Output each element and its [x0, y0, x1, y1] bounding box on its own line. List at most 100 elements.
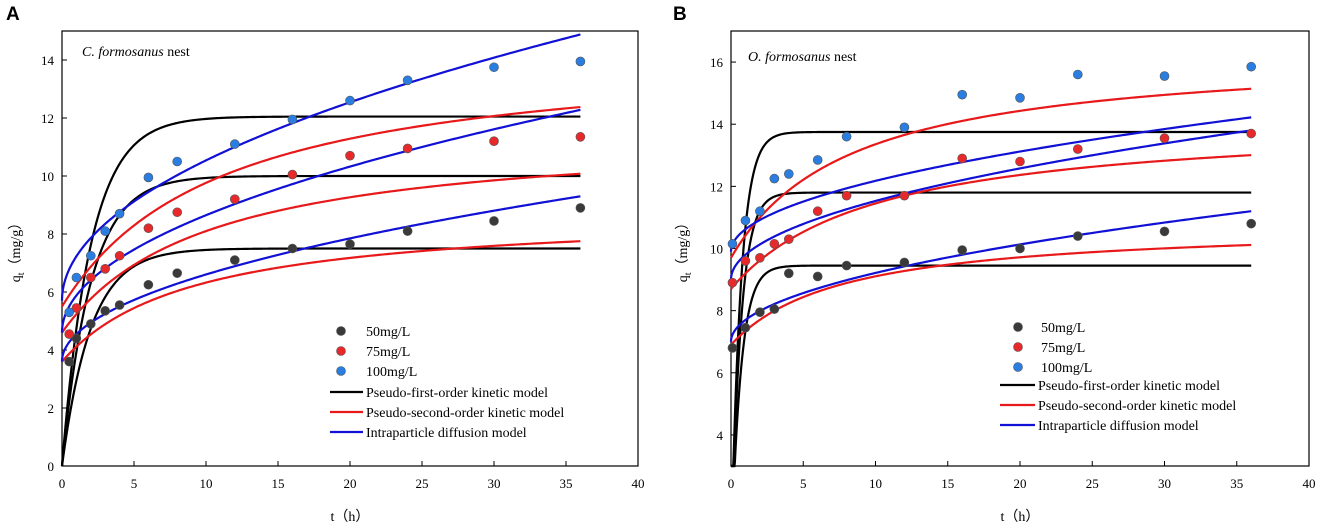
legend-marker-50-b	[1013, 322, 1023, 332]
y-tick-label-a: 6	[48, 285, 55, 300]
x-tick-label-b: 25	[1086, 476, 1099, 491]
point-100-b	[769, 173, 780, 184]
point-50-b	[769, 304, 780, 314]
y-axis-title-unit-a: （mg/g）	[8, 216, 24, 273]
point-75-b	[727, 277, 738, 288]
x-tick-label-a: 25	[416, 476, 429, 491]
y-tick-label-a: 4	[48, 343, 55, 358]
panel-letter-b: B	[673, 4, 687, 25]
point-100-b	[812, 155, 823, 165]
point-50-a	[86, 319, 96, 329]
legend-label-pso-b: Pseudo-second-order kinetic model	[1038, 399, 1236, 414]
legend-label-ipd-b: Intraparticle diffusion model	[1038, 419, 1199, 434]
point-100-a	[86, 250, 96, 261]
y-axis-title-b: qt（mg/g）	[675, 216, 694, 283]
legend-label-pfo-b: Pseudo-first-order kinetic model	[1038, 379, 1220, 394]
x-tick-label-b: 0	[728, 476, 735, 491]
point-75-a	[86, 272, 96, 283]
panel-title-b: O. formosanus nest	[748, 50, 857, 65]
panel-letter-a: A	[6, 4, 20, 25]
point-50-a	[230, 255, 240, 265]
y-tick-label-a: 12	[41, 111, 54, 126]
point-75-a	[64, 329, 74, 339]
point-50-b	[740, 322, 751, 333]
data-points-a	[64, 56, 586, 367]
point-100-b	[1159, 71, 1170, 81]
panel-a: A C. formosanus nest 0 5 10 15 20 25 30 35 40 0 2…	[6, 4, 645, 525]
pso-curve-50-a	[61, 240, 581, 363]
x-tick-label-a: 40	[632, 476, 645, 491]
legend-label-75-a: 75mg/L	[366, 345, 410, 360]
ipd-curve-75-b	[729, 129, 1252, 280]
pso-curve-100-b	[730, 87, 1252, 259]
y-axis-title-sub-b: t	[683, 272, 694, 275]
point-75-b	[740, 256, 751, 266]
point-50-a	[575, 203, 586, 213]
point-100-b	[899, 122, 910, 133]
point-75-a	[71, 303, 82, 313]
point-75-a	[287, 169, 298, 180]
x-ticks-a: 0 5 10 15 20 25 30 35 40	[59, 461, 645, 491]
point-50-a	[143, 279, 154, 290]
point-50-a	[114, 300, 125, 310]
point-75-a	[172, 207, 182, 218]
y-axis-title-sub-a: t	[16, 272, 27, 275]
point-75-a	[100, 263, 110, 274]
y-ticks-b: 4 6 8 10 12 14 16	[710, 55, 736, 443]
point-100-b	[755, 206, 765, 217]
point-75-b	[783, 234, 794, 244]
pfo-curve-100-b	[731, 130, 1252, 468]
panel-title-rest-a: nest	[164, 45, 190, 60]
legend-marker-100-b	[1013, 362, 1023, 372]
point-100-b	[1246, 61, 1256, 72]
point-50-a	[345, 239, 355, 249]
point-50-a	[402, 226, 413, 236]
point-75-b	[957, 153, 968, 164]
point-75-b	[755, 253, 765, 263]
y-tick-label-b: 16	[710, 55, 724, 70]
point-100-b	[727, 239, 738, 249]
point-75-a	[230, 194, 240, 204]
legend-b: 50mg/L 75mg/L 100mg/L Pseudo-first-order…	[1000, 321, 1236, 434]
point-100-a	[575, 56, 586, 67]
point-100-a	[230, 139, 240, 149]
point-75-a	[114, 250, 125, 261]
y-axis-title-main-b: q	[676, 275, 691, 282]
point-50-b	[1159, 226, 1170, 237]
legend-label-50-b: 50mg/L	[1041, 321, 1085, 336]
point-75-a	[143, 223, 154, 233]
y-axis-title-unit-b: （mg/g）	[675, 216, 691, 273]
panel-title-rest-b: nest	[830, 50, 856, 65]
ipd-curve-100-b	[729, 116, 1252, 252]
point-100-a	[143, 172, 154, 183]
point-50-b	[812, 271, 823, 282]
x-ticks-b: 0 5 10 15 20 25 30 35 40	[728, 461, 1316, 491]
point-50-a	[71, 333, 82, 344]
point-100-b	[957, 89, 968, 100]
legend-label-75-b: 75mg/L	[1041, 341, 1085, 356]
point-75-b	[769, 239, 780, 249]
point-50-b	[783, 268, 794, 279]
legend-label-100-a: 100mg/L	[366, 365, 417, 380]
point-100-a	[489, 62, 499, 73]
point-50-b	[1073, 231, 1083, 241]
legend-marker-75-a	[336, 346, 346, 356]
point-50-b	[1015, 243, 1025, 254]
panel-title-a: C. formosanus nest	[82, 45, 190, 60]
legend-label-100-b: 100mg/L	[1041, 361, 1092, 376]
pso-curve-100-a	[61, 105, 581, 308]
point-100-b	[783, 169, 794, 179]
point-75-b	[1015, 156, 1025, 167]
point-50-a	[172, 268, 182, 278]
data-points-b	[727, 61, 1256, 353]
point-75-b	[1246, 128, 1256, 139]
point-100-a	[100, 226, 110, 236]
y-axis-title-a: qt（mg/g）	[8, 216, 27, 283]
point-100-a	[402, 75, 413, 86]
x-tick-label-b: 20	[1014, 476, 1027, 491]
y-ticks-a: 0 2 4 6 8 10 12 14	[41, 53, 67, 474]
point-100-a	[114, 208, 125, 219]
point-100-b	[1073, 69, 1083, 80]
panel-title-italic-a: C. formosanus	[82, 45, 164, 60]
panel-title-italic-b: O. formosanus	[748, 50, 831, 65]
